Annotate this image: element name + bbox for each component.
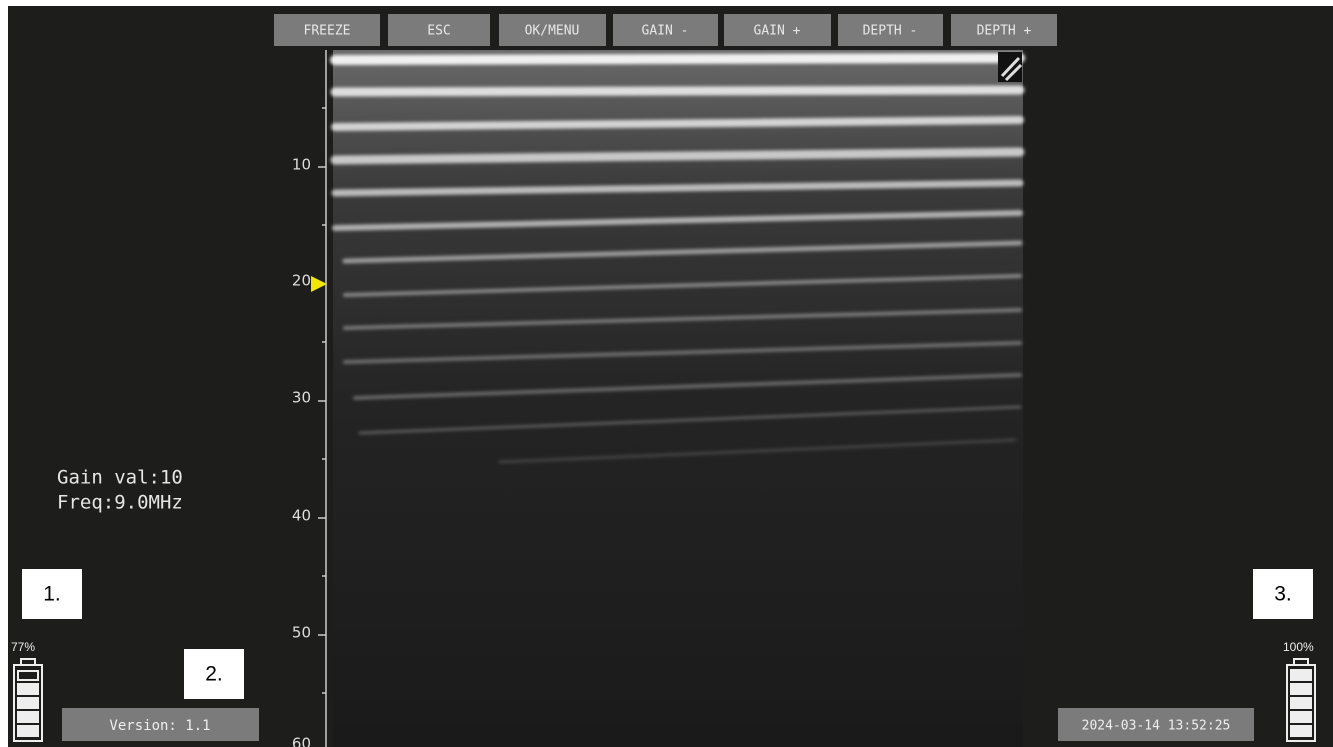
depth-label: 40 — [292, 507, 311, 525]
screen: FREEZE ESC OK/MENU GAIN - GAIN + DEPTH -… — [0, 0, 1333, 747]
battery-icon — [14, 659, 42, 741]
gain-info: Gain val:10 — [57, 467, 183, 489]
depth-label: 50 — [292, 624, 311, 642]
version: Version: 1.1 — [109, 718, 210, 734]
depth-label: 60 — [292, 735, 311, 747]
depth-label: 20 — [292, 272, 311, 290]
button-label[interactable]: OK/MENU — [525, 24, 580, 39]
marker-label: 1. — [43, 583, 61, 606]
button-label[interactable]: DEPTH - — [863, 24, 918, 39]
marker-label: 2. — [205, 663, 223, 686]
marker-label: 3. — [1274, 583, 1292, 606]
battery-level: 77% — [11, 640, 35, 654]
button-label[interactable]: GAIN + — [754, 24, 801, 39]
battery-icon — [1287, 659, 1315, 741]
depth-label: 30 — [292, 389, 311, 407]
depth-label: 10 — [292, 156, 311, 174]
battery-level: 100% — [1283, 640, 1314, 654]
button-label[interactable]: DEPTH + — [977, 24, 1032, 39]
button-label[interactable]: FREEZE — [304, 24, 351, 39]
toolbar: FREEZE ESC OK/MENU GAIN - GAIN + DEPTH -… — [274, 14, 1057, 46]
button-label[interactable]: ESC — [427, 24, 450, 39]
frequency-info: Freq:9.0MHz — [57, 492, 183, 514]
timestamp: 2024-03-14 13:52:25 — [1082, 719, 1231, 734]
button-label[interactable]: GAIN - — [642, 24, 689, 39]
ultrasound-image — [333, 50, 1023, 747]
